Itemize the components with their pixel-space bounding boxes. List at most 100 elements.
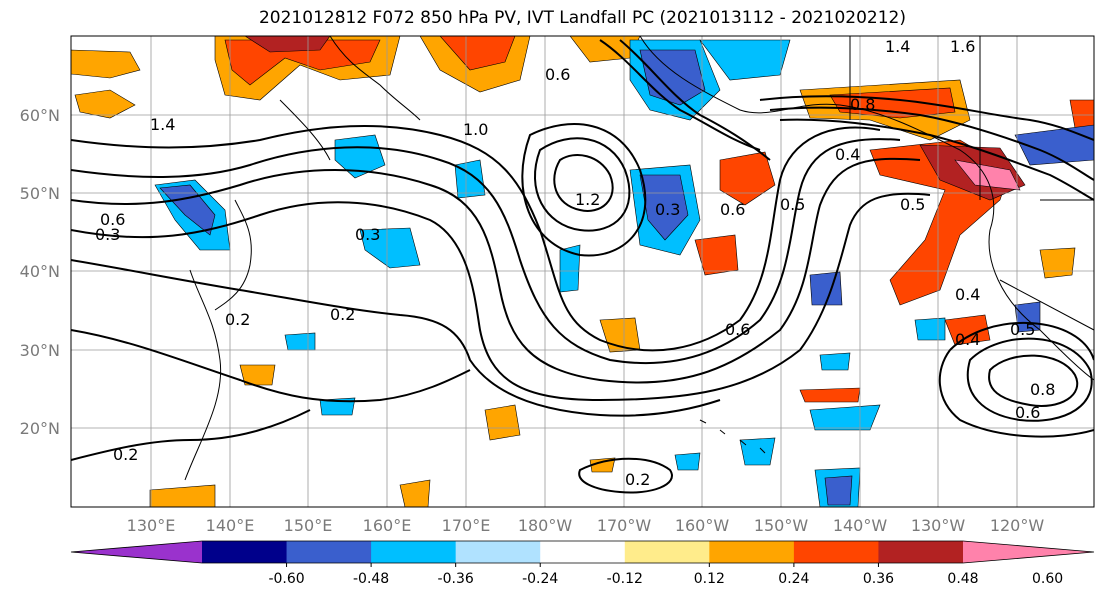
contour-label: 0.4 xyxy=(955,330,980,349)
pv-negative-area xyxy=(819,352,851,371)
lon-label: 140°W xyxy=(833,516,888,535)
contour-label: 0.4 xyxy=(955,285,980,304)
contour-line xyxy=(938,321,1094,438)
lon-label: 160°E xyxy=(363,516,412,535)
contour-line xyxy=(534,137,631,232)
graticule xyxy=(71,36,1094,507)
contour-label: 1.6 xyxy=(950,37,975,56)
colorbar-swatch xyxy=(878,541,964,563)
lon-label: 130°W xyxy=(911,516,966,535)
lon-label: 140°E xyxy=(206,516,255,535)
contour-line xyxy=(71,157,921,384)
lon-label: 150°W xyxy=(754,516,809,535)
contour-line xyxy=(71,329,471,403)
pv-negative-area xyxy=(739,437,776,466)
lon-label: 120°W xyxy=(990,516,1045,535)
lon-label: 170°E xyxy=(442,516,491,535)
pv-negative-area xyxy=(809,271,843,306)
pv-negative-area xyxy=(559,244,581,293)
contour-label: 0.2 xyxy=(113,445,138,464)
contour-label: 0.3 xyxy=(355,225,380,244)
contour-label: 0.5 xyxy=(780,195,805,214)
contour-label: 0.6 xyxy=(1015,403,1040,422)
border-lines xyxy=(849,36,1094,331)
lat-label: 40°N xyxy=(20,262,60,281)
contour-line xyxy=(599,39,761,151)
contour-label: 1.4 xyxy=(150,115,175,134)
contour-label: 0.6 xyxy=(720,200,745,219)
pv-positive-area xyxy=(239,364,276,386)
colorbar-tick-label: 0.12 xyxy=(694,571,725,587)
contour-line xyxy=(71,138,901,364)
contour-line xyxy=(521,123,647,257)
colorbar-extend-min xyxy=(71,541,202,563)
pv-negative-area xyxy=(589,457,616,473)
lon-label: 130°E xyxy=(127,516,176,535)
contour-label: 0.6 xyxy=(725,320,750,339)
colorbar-swatch xyxy=(202,541,288,563)
contour-line xyxy=(71,409,311,461)
longitude-labels: 130°E 140°E 150°E 160°E 170°E 180°W 170°… xyxy=(127,516,1045,535)
contour-labels: 1.0 1.2 1.4 0.8 0.8 0.6 0.6 0.6 0.6 0.5 … xyxy=(95,37,1055,489)
pv-negative-area xyxy=(699,39,791,81)
contour-label: 1.2 xyxy=(575,190,600,209)
contour-line xyxy=(769,106,1094,181)
lat-label: 60°N xyxy=(20,106,60,125)
map-title: 2021012812 F072 850 hPa PV, IVT Landfall… xyxy=(258,8,906,28)
contour-line xyxy=(619,39,771,161)
colorbar-tick-label: 0.48 xyxy=(947,571,978,587)
contour-label: 0.3 xyxy=(95,225,120,244)
lon-label: 170°W xyxy=(597,516,652,535)
colorbar-tick-label: -0.36 xyxy=(438,571,474,587)
contour-line xyxy=(966,337,1093,422)
pv-positive-area xyxy=(439,36,516,71)
contour-line xyxy=(71,259,721,417)
colorbar-swatch xyxy=(540,541,626,563)
pv-negative-area xyxy=(674,452,701,471)
contour-label: 0.8 xyxy=(850,95,875,114)
pv-negative-area xyxy=(824,475,853,506)
contour-label: 0.2 xyxy=(330,305,355,324)
contour-line xyxy=(71,124,881,352)
contour-line xyxy=(578,457,673,494)
pv-positive-area xyxy=(954,159,1021,191)
map-panel: 1.0 1.2 1.4 0.8 0.8 0.6 0.6 0.6 0.6 0.5 … xyxy=(71,36,1094,507)
pv-negative-area xyxy=(359,227,421,269)
pv-negative-area xyxy=(809,404,881,431)
pv-positive-area xyxy=(71,49,141,79)
map-frame xyxy=(70,35,1095,508)
lon-label: 160°W xyxy=(675,516,730,535)
contour-label: 0.5 xyxy=(1010,320,1035,339)
lon-label: 180°W xyxy=(518,516,573,535)
colorbar-swatch xyxy=(709,541,795,563)
contour-label: 0.8 xyxy=(1030,380,1055,399)
ivt-contours xyxy=(71,39,1094,494)
colorbar-swatch xyxy=(455,541,541,563)
pv-negative-area xyxy=(914,317,946,341)
colorbar-tick-label: 0.36 xyxy=(863,571,894,587)
contour-line xyxy=(988,354,1079,407)
contour-label: 0.6 xyxy=(100,210,125,229)
pv-positive-area xyxy=(484,404,521,441)
contour-line xyxy=(71,192,931,402)
pv-negative-area xyxy=(284,332,316,351)
pv-positive-area xyxy=(799,387,861,403)
colorbar-tick-label: 0.24 xyxy=(778,571,809,587)
pv-positive-area xyxy=(944,314,991,346)
colorbar-swatch xyxy=(624,541,710,563)
contour-label: 0.4 xyxy=(835,145,860,164)
pv-negative-area xyxy=(159,184,216,236)
contour-label: 0.5 xyxy=(900,195,925,214)
contour-label: 0.2 xyxy=(625,470,650,489)
colorbar: -0.60 -0.48 -0.36 -0.24 -0.12 0.12 0.24 0.36 0.4… xyxy=(70,540,1095,587)
colorbar-tick-label: -0.60 xyxy=(268,571,304,587)
pv-negative-area xyxy=(454,159,486,199)
pv-negative-area xyxy=(639,174,689,241)
pv-positive-area xyxy=(719,151,776,206)
latitude-labels: 60°N 50°N 40°N 30°N 20°N xyxy=(20,106,60,438)
pv-positive-area xyxy=(244,36,331,53)
lat-label: 50°N xyxy=(20,184,60,203)
colorbar-outline xyxy=(70,540,1095,564)
contour-line xyxy=(759,95,1094,141)
